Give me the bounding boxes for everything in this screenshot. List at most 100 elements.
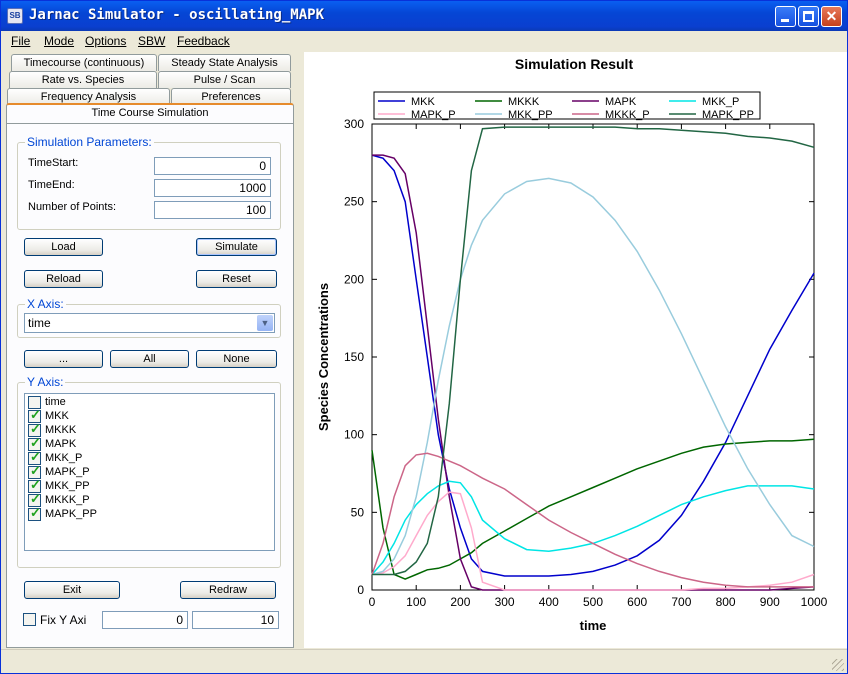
tab-time-course-simulation[interactable]: Time Course Simulation — [6, 103, 294, 123]
fix-y-axis-checkbox[interactable]: Fix Y Axi — [23, 613, 103, 627]
checkbox[interactable] — [28, 506, 41, 521]
menu-sbw[interactable]: SBW — [138, 34, 165, 48]
tab-timecourse[interactable]: Timecourse (continuous) — [11, 54, 157, 71]
fix-y-label: Fix Y Axi — [40, 613, 87, 627]
menu-mode-label: Mode — [44, 34, 75, 48]
time-end-label: TimeEnd: — [28, 179, 75, 191]
x-axis-label: time — [580, 618, 607, 633]
load-button[interactable]: Load — [24, 238, 103, 256]
tab-preferences[interactable]: Preferences — [171, 88, 291, 105]
checkbox[interactable] — [28, 422, 41, 437]
series-line-mapk-pp — [372, 126, 815, 576]
legend-label: MKK_P — [702, 96, 739, 108]
y-axis-item-label: MAPK_PP — [45, 508, 97, 520]
dots-button[interactable]: ... — [24, 350, 103, 368]
minimize-button[interactable] — [775, 6, 796, 27]
maximize-icon — [803, 11, 814, 22]
x-axis-label: X Axis: — [25, 297, 66, 311]
y-tick-label: 300 — [344, 117, 364, 131]
menu-file-label: File — [11, 34, 31, 48]
num-points-label: Number of Points: — [28, 201, 117, 213]
legend-label: MAPK_PP — [702, 109, 754, 121]
y-axis-item-label: MKKK — [45, 424, 77, 436]
menu-options[interactable]: Options — [85, 34, 126, 48]
x-tick-label: 300 — [495, 595, 515, 609]
menu-mode[interactable]: Mode — [44, 34, 74, 48]
fix-y-min-field[interactable]: 0 — [102, 611, 188, 629]
status-bar — [1, 649, 847, 673]
y-axis-label: Species Concentrations — [316, 283, 331, 431]
legend-label: MKK_PP — [508, 109, 553, 121]
all-button[interactable]: All — [110, 350, 189, 368]
none-button[interactable]: None — [196, 350, 277, 368]
checkbox[interactable] — [28, 436, 41, 451]
time-end-field[interactable]: 1000 — [154, 179, 271, 197]
series-line-mkk-p — [371, 480, 815, 575]
y-axis-item-label: MKK_PP — [45, 480, 90, 492]
x-axis-selected: time — [28, 316, 51, 330]
y-tick-label: 150 — [344, 350, 364, 364]
legend-label: MKKK — [508, 96, 540, 108]
y-tick-label: 250 — [344, 195, 364, 209]
chart-area: Simulation Result 0 100 200 300 400 500 600 700 8… — [304, 52, 847, 648]
x-axis-group: X Axis: time ▼ — [17, 297, 281, 338]
reload-button[interactable]: Reload — [24, 270, 103, 288]
chart-title: Simulation Result — [515, 56, 634, 72]
x-tick-label: 600 — [627, 595, 647, 609]
y-tick-label: 0 — [357, 583, 364, 597]
fix-y-max-field[interactable]: 10 — [192, 611, 279, 629]
sim-params-group: Simulation Parameters: TimeStart: 0 Time… — [17, 135, 281, 230]
series-line-mapk-p — [371, 491, 815, 591]
series-line-mkk — [371, 154, 815, 577]
y-axis-item-label: MAPK_P — [45, 466, 90, 478]
tab-rate-vs-species[interactable]: Rate vs. Species — [9, 71, 157, 88]
y-axis-item-label: MKKK_P — [45, 494, 90, 506]
plot-frame — [371, 123, 815, 591]
app-icon: SB — [7, 8, 23, 24]
minimize-icon — [781, 19, 789, 22]
y-tick-label: 100 — [344, 428, 364, 442]
legend-label: MAPK_P — [411, 109, 456, 121]
y-tick-label: 50 — [351, 505, 365, 519]
x-tick-label: 400 — [539, 595, 559, 609]
tab-steady-state[interactable]: Steady State Analysis — [158, 54, 291, 71]
x-tick-label: 1000 — [801, 595, 828, 609]
exit-button[interactable]: Exit — [24, 581, 120, 599]
x-axis-select[interactable]: time ▼ — [24, 313, 275, 333]
close-icon: ✕ — [825, 8, 838, 24]
y-axis-list[interactable]: time MKK MKKK MAPK MKK_P MAPK_P MKK_PP MKKK_P MA… — [24, 393, 275, 551]
x-tick-label: 0 — [369, 595, 376, 609]
y-axis-item-label: MKK — [45, 410, 69, 422]
legend-label: MKK — [411, 96, 436, 108]
menu-sbw-label: SBW — [138, 34, 166, 48]
x-tick-label: 800 — [716, 595, 736, 609]
y-tick-label: 200 — [344, 272, 364, 286]
resize-grip-icon[interactable] — [832, 659, 844, 671]
menu-feedback[interactable]: Feedback — [177, 34, 230, 48]
close-button[interactable]: ✕ — [821, 6, 842, 27]
title-bar[interactable]: SB Jarnac Simulator - oscillating_MAPK ✕ — [1, 1, 847, 31]
window-title: Jarnac Simulator - oscillating_MAPK — [29, 7, 325, 23]
series-line-mkkk-p — [371, 452, 814, 588]
y-axis-group: Y Axis: time MKK MKKK MAPK MKK_P MAPK_P MKK_PP… — [17, 375, 281, 568]
tab-page: Simulation Parameters: TimeStart: 0 Time… — [6, 123, 294, 648]
redraw-button[interactable]: Redraw — [180, 581, 276, 599]
legend-label: MAPK — [605, 96, 637, 108]
fix-y-checkbox-box[interactable] — [23, 613, 36, 626]
legend-label: MKKK_P — [605, 109, 650, 121]
menu-feedback-label: Feedback — [177, 34, 230, 48]
num-points-field[interactable]: 100 — [154, 201, 271, 219]
time-start-field[interactable]: 0 — [154, 157, 271, 175]
maximize-button[interactable] — [798, 6, 819, 27]
tab-pulse-scan[interactable]: Pulse / Scan — [158, 71, 291, 88]
reset-button[interactable]: Reset — [196, 270, 277, 288]
sim-params-label: Simulation Parameters: — [25, 135, 154, 149]
tab-frequency-analysis[interactable]: Frequency Analysis — [7, 88, 170, 105]
time-start-label: TimeStart: — [28, 157, 79, 169]
x-tick-label: 700 — [671, 595, 691, 609]
menu-file[interactable]: File — [11, 34, 30, 48]
y-axis-item-label: MAPK — [45, 438, 77, 450]
chevron-down-icon[interactable]: ▼ — [257, 315, 273, 331]
simulate-button[interactable]: Simulate — [196, 238, 277, 256]
